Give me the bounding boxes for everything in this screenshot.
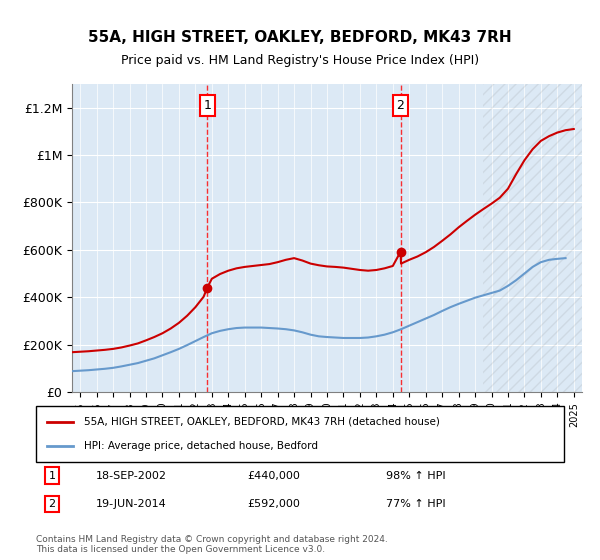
- Text: Price paid vs. HM Land Registry's House Price Index (HPI): Price paid vs. HM Land Registry's House …: [121, 54, 479, 67]
- Text: HPI: Average price, detached house, Bedford: HPI: Average price, detached house, Bedf…: [83, 441, 317, 451]
- Text: Contains HM Land Registry data © Crown copyright and database right 2024.
This d: Contains HM Land Registry data © Crown c…: [36, 535, 388, 554]
- Text: £440,000: £440,000: [247, 470, 300, 480]
- Text: 77% ↑ HPI: 77% ↑ HPI: [386, 499, 446, 509]
- Text: 18-SEP-2002: 18-SEP-2002: [95, 470, 167, 480]
- Bar: [483, 84, 582, 392]
- Text: 2: 2: [397, 99, 404, 112]
- Text: 98% ↑ HPI: 98% ↑ HPI: [386, 470, 446, 480]
- FancyBboxPatch shape: [36, 406, 564, 462]
- Text: 55A, HIGH STREET, OAKLEY, BEDFORD, MK43 7RH (detached house): 55A, HIGH STREET, OAKLEY, BEDFORD, MK43 …: [83, 417, 439, 427]
- Text: 1: 1: [49, 470, 55, 480]
- Text: 2: 2: [48, 499, 55, 509]
- Text: 55A, HIGH STREET, OAKLEY, BEDFORD, MK43 7RH: 55A, HIGH STREET, OAKLEY, BEDFORD, MK43 …: [88, 30, 512, 45]
- Text: 19-JUN-2014: 19-JUN-2014: [95, 499, 166, 509]
- Text: 1: 1: [203, 99, 211, 112]
- Text: £592,000: £592,000: [247, 499, 300, 509]
